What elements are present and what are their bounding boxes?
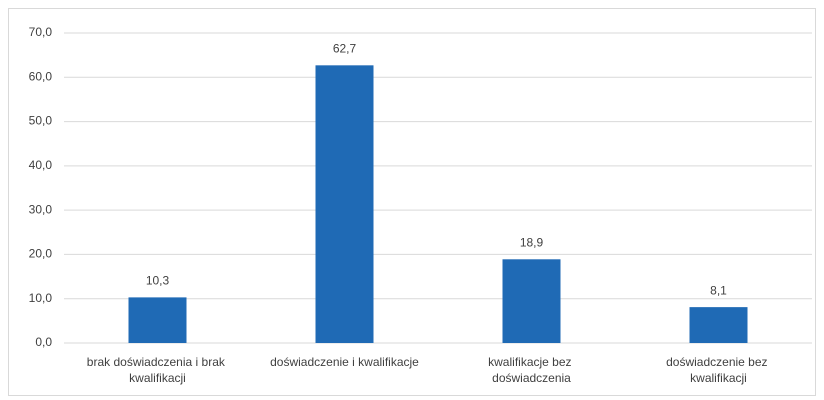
data-label: 62,7 <box>333 42 357 56</box>
x-tick-label: doświadczenie bez kwalifikacji <box>666 355 771 385</box>
data-label: 18,9 <box>520 235 544 249</box>
bar <box>315 65 374 343</box>
y-tick-label: 30,0 <box>29 202 53 216</box>
bar <box>128 297 187 343</box>
bar <box>689 307 748 343</box>
y-tick-label: 0,0 <box>35 335 52 349</box>
bar <box>502 259 561 343</box>
x-tick-label: doświadczenie i kwalifikacje <box>270 355 419 369</box>
data-label: 8,1 <box>710 283 727 297</box>
y-tick-label: 40,0 <box>29 158 53 172</box>
x-tick-label: brak doświadczenia i brak kwalifikacji <box>87 355 228 385</box>
y-tick-label: 20,0 <box>29 247 53 261</box>
data-label: 10,3 <box>146 274 170 288</box>
y-tick-label: 70,0 <box>29 25 53 39</box>
y-tick-label: 10,0 <box>29 291 53 305</box>
y-tick-label: 50,0 <box>29 114 53 128</box>
x-tick-label: kwalifikacje bez doświadczenia <box>488 355 575 385</box>
y-tick-label: 60,0 <box>29 69 53 83</box>
